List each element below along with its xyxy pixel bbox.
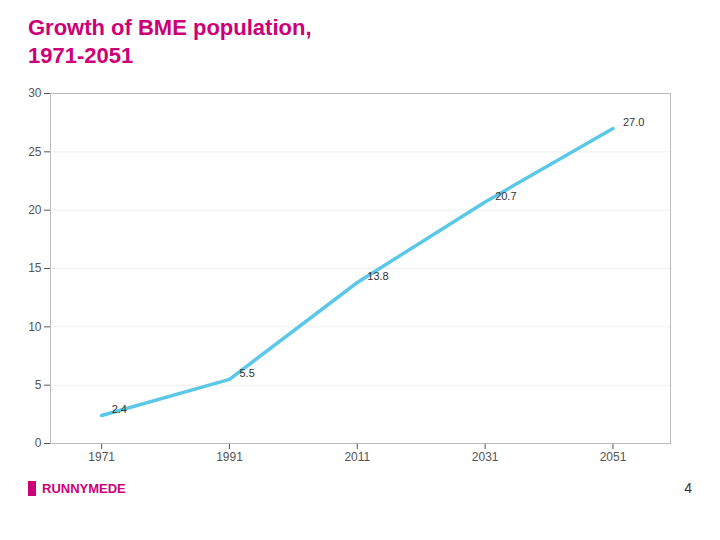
svg-text:0: 0 <box>35 436 42 450</box>
html-text:1971-2051: 1971-2051 <box>28 42 134 68</box>
svg-text:20: 20 <box>28 203 42 217</box>
svg-text:5: 5 <box>35 378 42 392</box>
svg-text:30: 30 <box>28 86 42 100</box>
svg-text:2051: 2051 <box>600 450 627 464</box>
svg-text:15: 15 <box>28 261 42 275</box>
svg-text:5.5: 5.5 <box>239 367 254 379</box>
svg-text:1991: 1991 <box>216 450 243 464</box>
svg-text:2031: 2031 <box>472 450 499 464</box>
svg-text:2.4: 2.4 <box>112 403 127 415</box>
svg-text:27.0: 27.0 <box>623 116 644 128</box>
svg-text:20.7: 20.7 <box>495 190 516 202</box>
html-text:4: 4 <box>684 480 692 496</box>
svg-text:25: 25 <box>28 145 42 159</box>
svg-text:1971: 1971 <box>88 450 115 464</box>
html-text:RUNNYMEDE: RUNNYMEDE <box>42 480 126 496</box>
html-text:Growth of BME population,: Growth of BME population, <box>28 15 312 40</box>
svg-text:10: 10 <box>28 320 42 334</box>
svg-text:13.8: 13.8 <box>367 270 388 282</box>
svg-text:2011: 2011 <box>344 450 370 464</box>
